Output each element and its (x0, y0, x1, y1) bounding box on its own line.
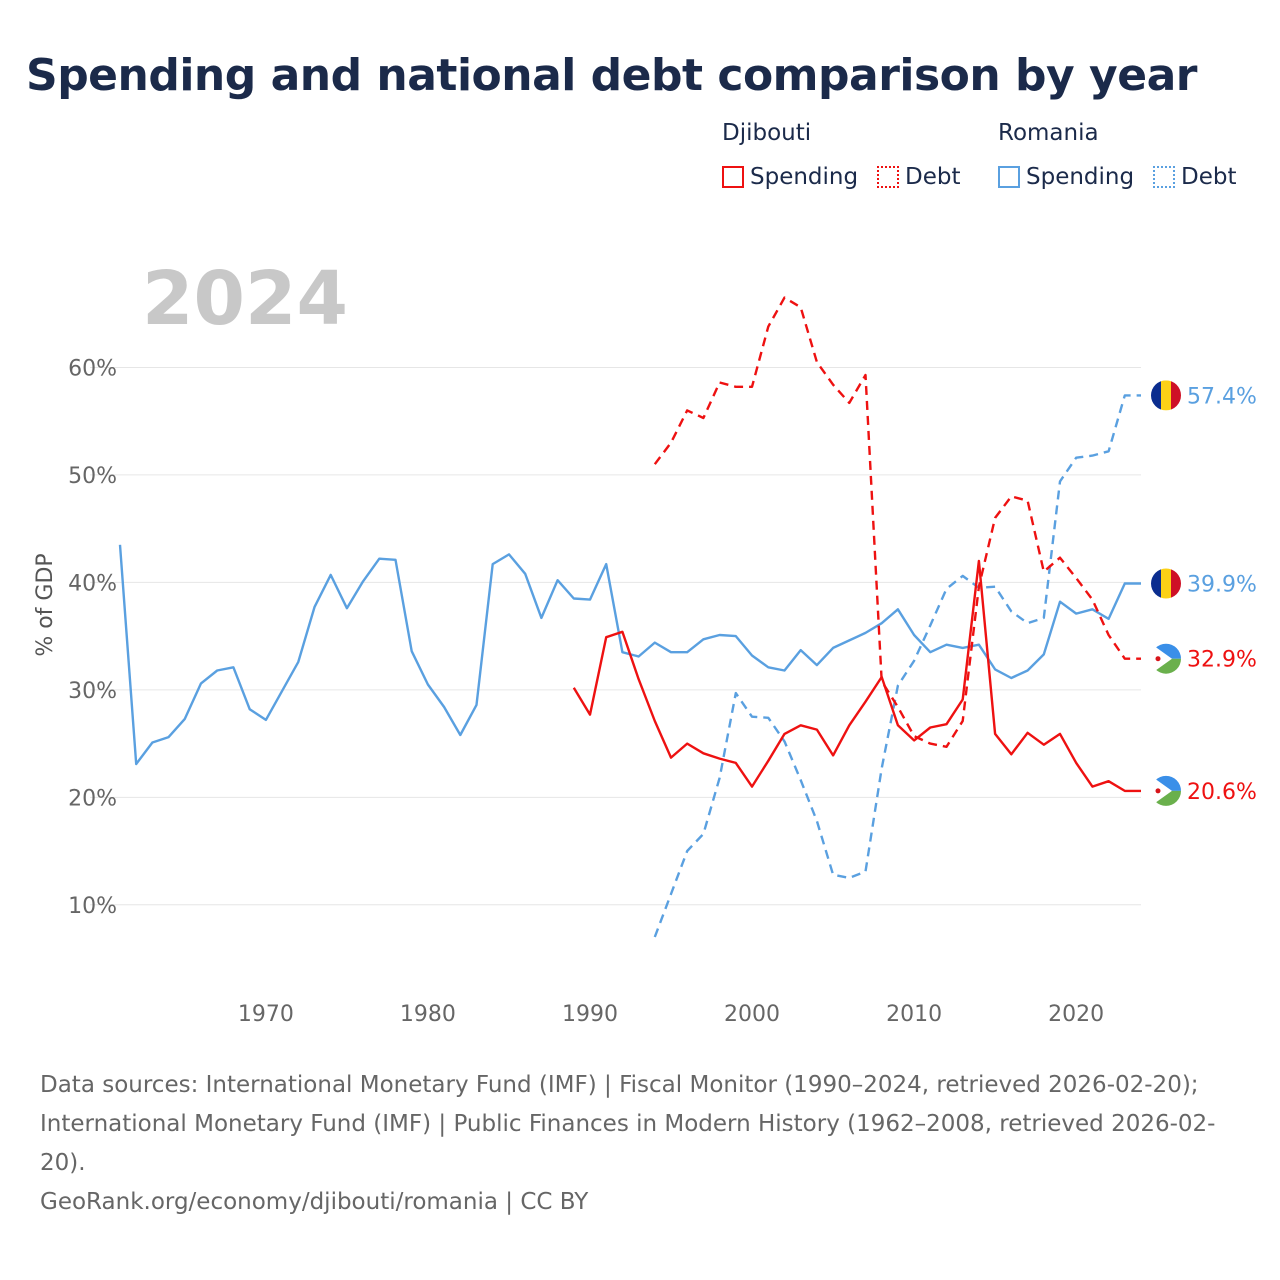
end-value-label: 20.6% (1187, 780, 1257, 805)
series-line-djibouti-debt (653, 296, 1141, 748)
y-axis-label: % of GDP (33, 553, 58, 656)
djibouti-flag-icon (1151, 643, 1181, 674)
y-tick-label: 40% (68, 571, 117, 596)
footer: Data sources: International Monetary Fun… (40, 1066, 1240, 1222)
legend-group-title: Romania (998, 120, 1099, 146)
end-value-label: 39.9% (1187, 573, 1257, 598)
legend-label: Spending (750, 164, 859, 190)
legend-label: Debt (905, 164, 961, 190)
y-tick-label: 60% (68, 356, 117, 381)
y-tick-label: 20% (68, 786, 117, 811)
x-tick-label: 2000 (724, 1002, 780, 1027)
solid-swatch-icon (722, 166, 744, 188)
djibouti-flag-icon (1151, 775, 1181, 806)
series-line-djibouti-spending (572, 559, 1141, 793)
end-value-label: 57.4% (1187, 384, 1257, 409)
y-tick-label: 30% (68, 679, 117, 704)
legend-item-djibouti-debt[interactable]: Debt (877, 164, 960, 190)
x-tick-label: 1970 (238, 1002, 294, 1027)
year-watermark: 2024 (142, 256, 348, 342)
end-value-label: 32.9% (1187, 648, 1257, 673)
y-tick-label: 10% (68, 894, 117, 919)
credit-link[interactable]: GeoRank.org/economy/djibouti/romania | C… (40, 1189, 589, 1215)
data-sources: Data sources: International Monetary Fun… (40, 1072, 1216, 1176)
x-tick-label: 2010 (886, 1002, 942, 1027)
legend-item-romania-spending[interactable]: Spending (998, 164, 1134, 190)
romania-flag-icon (1151, 380, 1181, 411)
series-line-romania-debt (653, 394, 1141, 938)
solid-swatch-icon (998, 166, 1020, 188)
romania-flag-icon (1151, 568, 1181, 599)
dotted-swatch-icon (877, 166, 899, 188)
legend-label: Spending (1026, 164, 1135, 190)
page-title: Spending and national debt comparison by… (26, 50, 1197, 101)
legend-item-romania-debt[interactable]: Debt (1153, 164, 1236, 190)
x-tick-label: 1980 (400, 1002, 456, 1027)
line-chart: 2024 10% 20% 30% 40% 50% 60% 1970 1980 1990 2000… (33, 256, 1257, 1027)
x-tick-label: 2020 (1048, 1002, 1104, 1027)
legend-label: Debt (1181, 164, 1237, 190)
dotted-swatch-icon (1153, 166, 1175, 188)
legend-group-title: Djibouti (722, 120, 812, 146)
legend-item-djibouti-spending[interactable]: Spending (722, 164, 858, 190)
y-tick-label: 50% (68, 464, 117, 489)
x-tick-label: 1990 (562, 1002, 618, 1027)
